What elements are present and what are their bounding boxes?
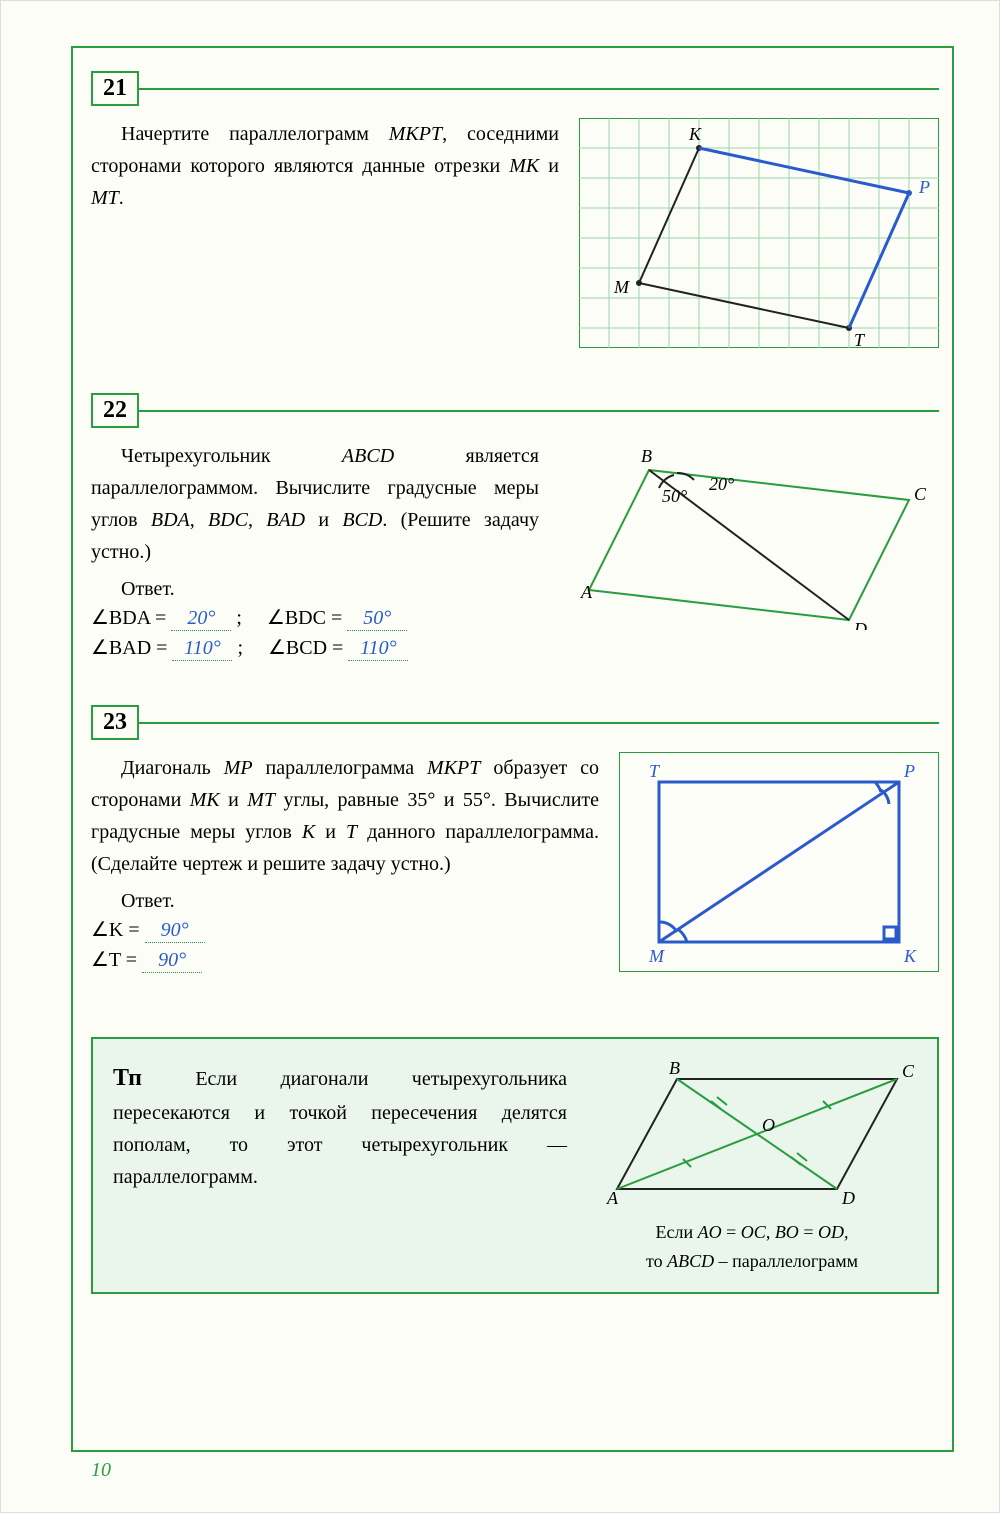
page-number: 10 <box>91 1459 111 1482</box>
problem-rule <box>91 722 939 724</box>
answer-label: Ответ. <box>91 890 599 913</box>
theorem-caption-1: Если AO = OC, BO = OD, <box>587 1222 917 1243</box>
theorem-label: Тп <box>113 1065 142 1091</box>
svg-text:C: C <box>902 1061 915 1081</box>
problem-21: 21 Начертите параллелограмм MKPT, соседн… <box>91 71 939 353</box>
answer-value: 90° <box>145 919 205 943</box>
svg-text:K: K <box>688 124 702 144</box>
theorem-svg: A B C D O <box>587 1059 917 1209</box>
answer-left: ∠BAD = <box>91 637 167 659</box>
problem-text: Четырехугольник ABCD является параллелог… <box>91 440 539 568</box>
svg-text:20°: 20° <box>709 474 734 494</box>
parallelogram-angles-svg: A B C D 50° 20° <box>559 440 939 630</box>
svg-text:B: B <box>669 1059 680 1078</box>
svg-text:O: O <box>762 1115 775 1135</box>
svg-text:C: C <box>914 484 927 504</box>
problem-rule <box>91 410 939 412</box>
svg-text:P: P <box>918 177 930 197</box>
problem-body: Диагональ MP параллелограмма MKPT образу… <box>91 752 939 977</box>
svg-text:K: K <box>903 946 917 966</box>
problem-figure-22: A B C D 50° 20° <box>559 440 939 665</box>
svg-text:M: M <box>648 946 665 966</box>
problem-rule <box>91 88 939 90</box>
answer-left: ∠T = <box>91 949 137 971</box>
svg-text:D: D <box>841 1188 855 1208</box>
svg-text:D: D <box>853 619 867 630</box>
problem-22: 22 Четырехугольник ABCD является паралле… <box>91 393 939 665</box>
theorem-figure: A B C D O Если AO = OC, BO = OD, то ABCD… <box>587 1059 917 1272</box>
problem-number: 21 <box>91 71 139 106</box>
answer-line: ∠BDA = 20° ; ∠BDC = 50° <box>91 605 539 631</box>
problem-body: Начертите параллелограмм MKPT, соседними… <box>91 118 939 353</box>
svg-text:P: P <box>903 761 915 781</box>
answer-sep: ; <box>237 637 243 659</box>
answer-value: 20° <box>171 607 231 631</box>
problem-body: Четырехугольник ABCD является параллелог… <box>91 440 939 665</box>
answer-label: Ответ. <box>91 578 539 601</box>
svg-text:M: M <box>613 277 630 297</box>
page: 21 Начертите параллелограмм MKPT, соседн… <box>0 0 1000 1513</box>
problem-number: 23 <box>91 705 139 740</box>
answer-line: ∠T = 90° <box>91 947 599 973</box>
problem-text: Диагональ MP параллелограмма MKPT образу… <box>91 752 599 880</box>
answer-value2: 110° <box>348 637 408 661</box>
theorem-box: Тп Если диагонали четырехугольника перес… <box>91 1037 939 1294</box>
problem-23: 23 Диагональ MP параллелограмма MKPT обр… <box>91 705 939 977</box>
answer-left: ∠BDA = <box>91 607 166 629</box>
answer-left: ∠K = <box>91 919 140 941</box>
answer-value: 90° <box>142 949 202 973</box>
problem-figure-23: T P K M <box>619 752 939 977</box>
svg-text:A: A <box>606 1188 619 1208</box>
answer-value: 110° <box>172 637 232 661</box>
answer-left2: ∠BCD = <box>268 637 343 659</box>
problem-number: 22 <box>91 393 139 428</box>
answer-line: ∠K = 90° <box>91 917 599 943</box>
grid-parallelogram-svg: M K P T <box>579 118 939 348</box>
theorem-body: Если диагонали четырехугольника пересека… <box>113 1068 567 1188</box>
svg-text:A: A <box>580 582 593 602</box>
answer-left2: ∠BDC = <box>267 607 342 629</box>
answer-line: ∠BAD = 110° ; ∠BCD = 110° <box>91 635 539 661</box>
problem-text: Начертите параллелограмм MKPT, соседними… <box>91 118 559 353</box>
svg-text:50°: 50° <box>662 486 687 506</box>
svg-text:B: B <box>641 446 652 466</box>
problem-figure-21: M K P T <box>579 118 939 353</box>
theorem-text: Тп Если диагонали четырехугольника перес… <box>113 1059 567 1272</box>
answer-value2: 50° <box>347 607 407 631</box>
answer-sep: ; <box>236 607 242 629</box>
rectangle-diagonal-svg: T P K M <box>619 752 939 972</box>
theorem-caption-2: то ABCD – параллелограмм <box>587 1251 917 1272</box>
